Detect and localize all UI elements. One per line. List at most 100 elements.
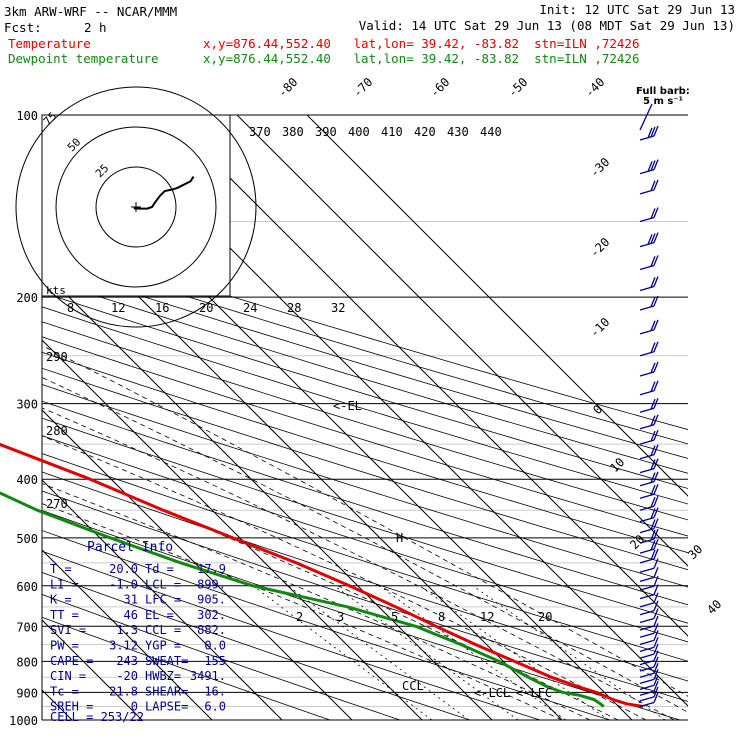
wind-barb-flag — [650, 529, 656, 541]
profile-lines — [0, 442, 644, 708]
pressure-tick-label: 200 — [16, 291, 38, 305]
dry-adiabat-line — [42, 417, 688, 624]
wind-barb-shaft — [639, 678, 655, 685]
hodograph-speed-tick-label: 8 — [67, 301, 74, 315]
isotherm-tick-label: -20 — [587, 235, 612, 260]
pressure-tick-label: 1000 — [9, 714, 38, 728]
isotherm-line — [236, 115, 688, 567]
wind-barb-flag — [653, 159, 659, 170]
wind-barb-flag — [653, 429, 659, 441]
theta-tick-label: 270 — [46, 497, 68, 511]
wind-barb-shaft — [639, 625, 655, 631]
isotherm-line — [306, 115, 688, 497]
isotherm-line — [42, 549, 213, 720]
wind-barb-flag — [653, 615, 659, 627]
parcel-param-value: -1.0 — [109, 577, 138, 591]
wind-barb-flag — [650, 208, 656, 219]
parcel-cell: CELL = 253/22 — [50, 710, 144, 724]
hodograph-speed-tick-label: 16 — [155, 301, 169, 315]
hodograph-speed-tick-label: 32 — [331, 301, 345, 315]
wind-barb-shaft — [639, 602, 655, 608]
wind-barb-shaft — [639, 305, 655, 311]
parcel-param-value: 0 — [131, 700, 138, 714]
isotherm-tick-label: 30 — [685, 542, 705, 562]
mixing-ratio-tick-label: 2 — [296, 610, 303, 624]
parcel-param-value: 31 — [124, 593, 138, 607]
wind-barb-flag — [650, 508, 656, 519]
init-time: Init: 12 UTC Sat 29 Jun 13 — [539, 2, 735, 17]
parcel-param-value: 3.12 — [109, 639, 138, 653]
wind-barb-shaft — [639, 653, 655, 659]
mixing-ratio-tick-label: 12 — [480, 610, 494, 624]
wind-barb-flag — [653, 484, 659, 495]
theta-tick-label: 420 — [414, 125, 436, 139]
wind-barb-shaft — [639, 407, 655, 413]
parcel-param-value: 6.0 — [204, 700, 226, 714]
wind-barb-flag — [653, 398, 659, 409]
mixing-ratio-tick-label: 8 — [438, 610, 445, 624]
parcel-param-label: SHEAR= — [145, 684, 188, 698]
pressure-tick-label: 500 — [16, 532, 38, 546]
isotherm-line — [0, 115, 2, 720]
wind-barb-flag — [653, 584, 659, 595]
wind-barb-flag — [653, 643, 659, 655]
wind-barb-flag — [653, 458, 659, 469]
wind-barb-flag — [647, 127, 653, 139]
parcel-param-label: LI = — [50, 577, 79, 591]
wind-barb-shaft — [639, 567, 655, 573]
wind-barb-flag — [653, 686, 659, 698]
temperature-location: x,y=876.44,552.40 lat,lon= 39.42, -83.82… — [203, 36, 640, 51]
wind-barb-flag — [653, 319, 659, 331]
wind-barb-flag — [650, 256, 656, 267]
wind-barb-flag — [653, 650, 659, 661]
diagram-annotation: H — [396, 531, 403, 545]
wind-barb-flag — [653, 507, 659, 518]
parcel-param-value: 243 — [116, 654, 138, 668]
parcel-param-label: CIN = — [50, 669, 86, 683]
dry-adiabat-line — [42, 306, 688, 505]
parcel-param-value: 17.9 — [197, 562, 226, 576]
wind-barb-flag — [650, 549, 656, 561]
dry-adiabat-line — [42, 321, 688, 521]
wind-barb-flag — [650, 233, 656, 244]
wind-barb-flag — [653, 600, 659, 612]
wind-barb-flag — [650, 180, 656, 191]
wind-barb-flag — [650, 415, 656, 426]
parcel-param-value: 905. — [197, 593, 226, 607]
parcel-param-value: 899. — [197, 577, 226, 591]
wind-barb-flag — [653, 630, 659, 641]
parcel-info-title: Parcel Info — [87, 540, 173, 555]
parcel-param-value: 155 — [204, 654, 226, 668]
parcel-param-label: K = — [50, 593, 72, 607]
dry-adiabat-line — [42, 471, 688, 682]
dry-adiabat-line — [42, 616, 331, 720]
hodograph-unit-label: kts — [46, 284, 66, 297]
wind-barb-shaft — [639, 666, 655, 672]
wind-barb-shaft — [639, 329, 655, 335]
dry-adiabat-line — [42, 367, 688, 571]
dewpoint-line — [0, 491, 605, 708]
wind-barb-flag — [653, 548, 659, 560]
valid-time: Valid: 14 UTC Sat 29 Jun 13 (08 MDT Sat … — [359, 18, 735, 33]
dry-adiabat-line — [42, 249, 688, 445]
wind-barb-flag — [653, 341, 659, 352]
wind-barb-shaft — [639, 558, 655, 564]
wind-barb-flag — [650, 296, 656, 308]
wind-barb-flag — [653, 558, 659, 569]
wind-barb-shaft — [639, 617, 655, 624]
mixing-ratio-line — [287, 585, 470, 720]
dry-adiabat-line — [42, 530, 611, 720]
full-barb-legend: Full barb: — [636, 86, 690, 97]
mixing-ratio-line — [379, 585, 566, 720]
pressure-tick-label: 300 — [16, 398, 38, 412]
wind-barb-shaft — [639, 646, 655, 652]
wind-barb-flag — [653, 125, 659, 137]
diagram-annotation: <-LCL — [474, 686, 510, 700]
isotherm-line — [166, 115, 688, 637]
wind-barb-flag — [650, 430, 656, 442]
hodograph-ring — [15, 86, 257, 328]
wind-barb-flag — [650, 445, 656, 456]
wind-barb-flag — [653, 608, 659, 619]
